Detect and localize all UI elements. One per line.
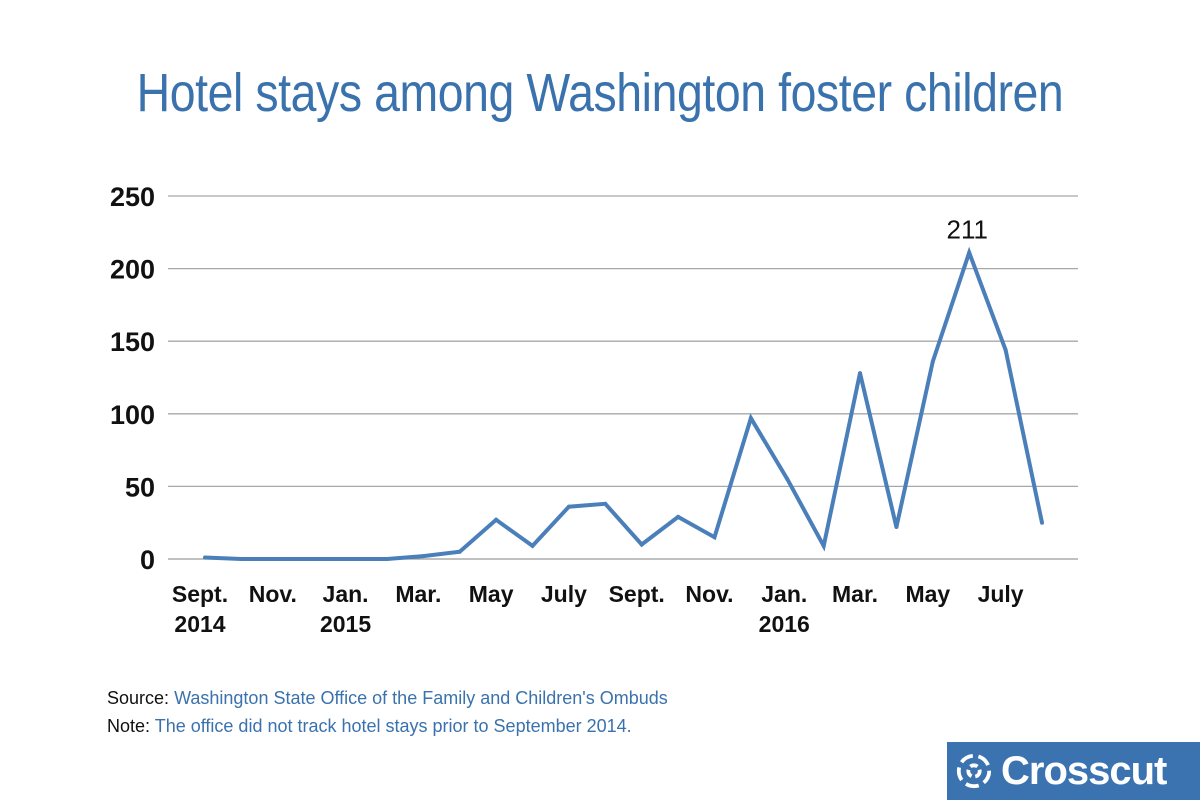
series-line-0 — [204, 246, 1044, 561]
x-tick-label-nov: Nov. — [249, 581, 297, 607]
x-tick-label-may: May — [905, 581, 950, 607]
crosscut-logo-text: Crosscut — [1001, 748, 1167, 793]
y-tick-label-50: 50 — [125, 472, 155, 502]
x-tick-label-july: July — [541, 581, 587, 607]
x-tick-line: Nov. — [685, 581, 733, 607]
crosscut-logo: Crosscut — [947, 742, 1200, 800]
y-axis-ticks: 0 50 100 150 200 250 — [110, 182, 155, 575]
series-layer — [203, 246, 1044, 561]
data-point-may-2016 — [930, 359, 935, 364]
data-point-feb-2016 — [821, 543, 826, 548]
data-point-sep-2014 — [203, 555, 207, 560]
annotations: 211 — [946, 215, 987, 245]
data-point-aug-2016 — [1040, 520, 1044, 525]
x-tick-line: 2014 — [174, 611, 225, 637]
x-tick-line: Sept. — [172, 581, 228, 607]
y-tick-label-250: 250 — [110, 182, 155, 212]
data-point-aug-2015 — [603, 501, 608, 506]
x-tick-label-mar: Mar. — [395, 581, 441, 607]
data-point-sep-2015 — [639, 542, 644, 547]
data-point-may-2015 — [494, 517, 499, 522]
x-tick-line: May — [469, 581, 514, 607]
data-point-oct-2015 — [676, 514, 681, 519]
crosscut-logo-icon — [956, 753, 992, 789]
x-tick-line: Mar. — [395, 581, 441, 607]
data-point-dec-2015 — [748, 416, 753, 421]
data-point-dec-2014 — [312, 557, 317, 561]
data-point-apr-2015 — [457, 549, 462, 554]
y-tick-label-150: 150 — [110, 327, 155, 357]
x-axis-ticks: Sept. 2014 Nov. Jan. 2015 Mar. May July Sept. Nov… — [172, 581, 1024, 637]
x-tick-line: Jan. — [761, 581, 807, 607]
source-label: Source: — [107, 688, 170, 708]
x-tick-line: Nov. — [249, 581, 297, 607]
y-tick-label-100: 100 — [110, 400, 155, 430]
x-tick-line: Mar. — [832, 581, 878, 607]
x-tick-label-mar: Mar. — [832, 581, 878, 607]
data-point-oct-2014 — [239, 557, 244, 561]
data-point-mar-2015 — [421, 554, 426, 559]
data-point-jan-2016 — [785, 477, 790, 482]
peak-value-label: 211 — [946, 215, 987, 245]
x-tick-line: May — [905, 581, 950, 607]
x-tick-label-nov: Nov. — [685, 581, 733, 607]
data-point-jun-2015 — [530, 543, 535, 548]
x-tick-line: Jan. — [323, 581, 369, 607]
x-tick-line: July — [978, 581, 1024, 607]
source-line: Source: Washington State Office of the F… — [107, 684, 668, 712]
x-tick-label-jan-2015: Jan. 2015 — [320, 581, 371, 637]
data-point-jan-2015 — [348, 557, 353, 561]
x-tick-label-july: July — [978, 581, 1024, 607]
grid-lines — [168, 195, 1078, 560]
x-tick-line: July — [541, 581, 587, 607]
data-point-feb-2015 — [384, 557, 389, 561]
data-point-jul-2016 — [1003, 347, 1008, 352]
data-point-jul-2015 — [566, 504, 571, 509]
note-value: The office did not track hotel stays pri… — [154, 716, 632, 736]
x-tick-label-sept: Sept. — [609, 581, 665, 607]
x-tick-line: 2015 — [320, 611, 371, 637]
source-value: Washington State Office of the Family an… — [174, 688, 668, 708]
x-tick-line: Sept. — [609, 581, 665, 607]
chart-notes: Source: Washington State Office of the F… — [107, 684, 668, 740]
chart-title: Hotel stays among Washington foster chil… — [136, 63, 1064, 123]
note-line: Note: The office did not track hotel sta… — [107, 712, 668, 740]
note-label: Note: — [107, 716, 151, 736]
x-tick-line: 2016 — [759, 611, 810, 637]
y-tick-label-200: 200 — [110, 255, 155, 285]
data-point-mar-2016 — [858, 371, 863, 376]
x-tick-label-may: May — [469, 581, 514, 607]
y-tick-label-0: 0 — [140, 545, 155, 575]
x-tick-label-sept-2014: Sept. 2014 — [172, 581, 228, 637]
x-tick-label-jan-2016: Jan. 2016 — [759, 581, 810, 637]
data-point-nov-2014 — [275, 557, 280, 561]
data-point-nov-2015 — [712, 535, 717, 540]
data-point-apr-2016 — [894, 525, 899, 530]
data-point-jun-2016 — [967, 250, 972, 255]
